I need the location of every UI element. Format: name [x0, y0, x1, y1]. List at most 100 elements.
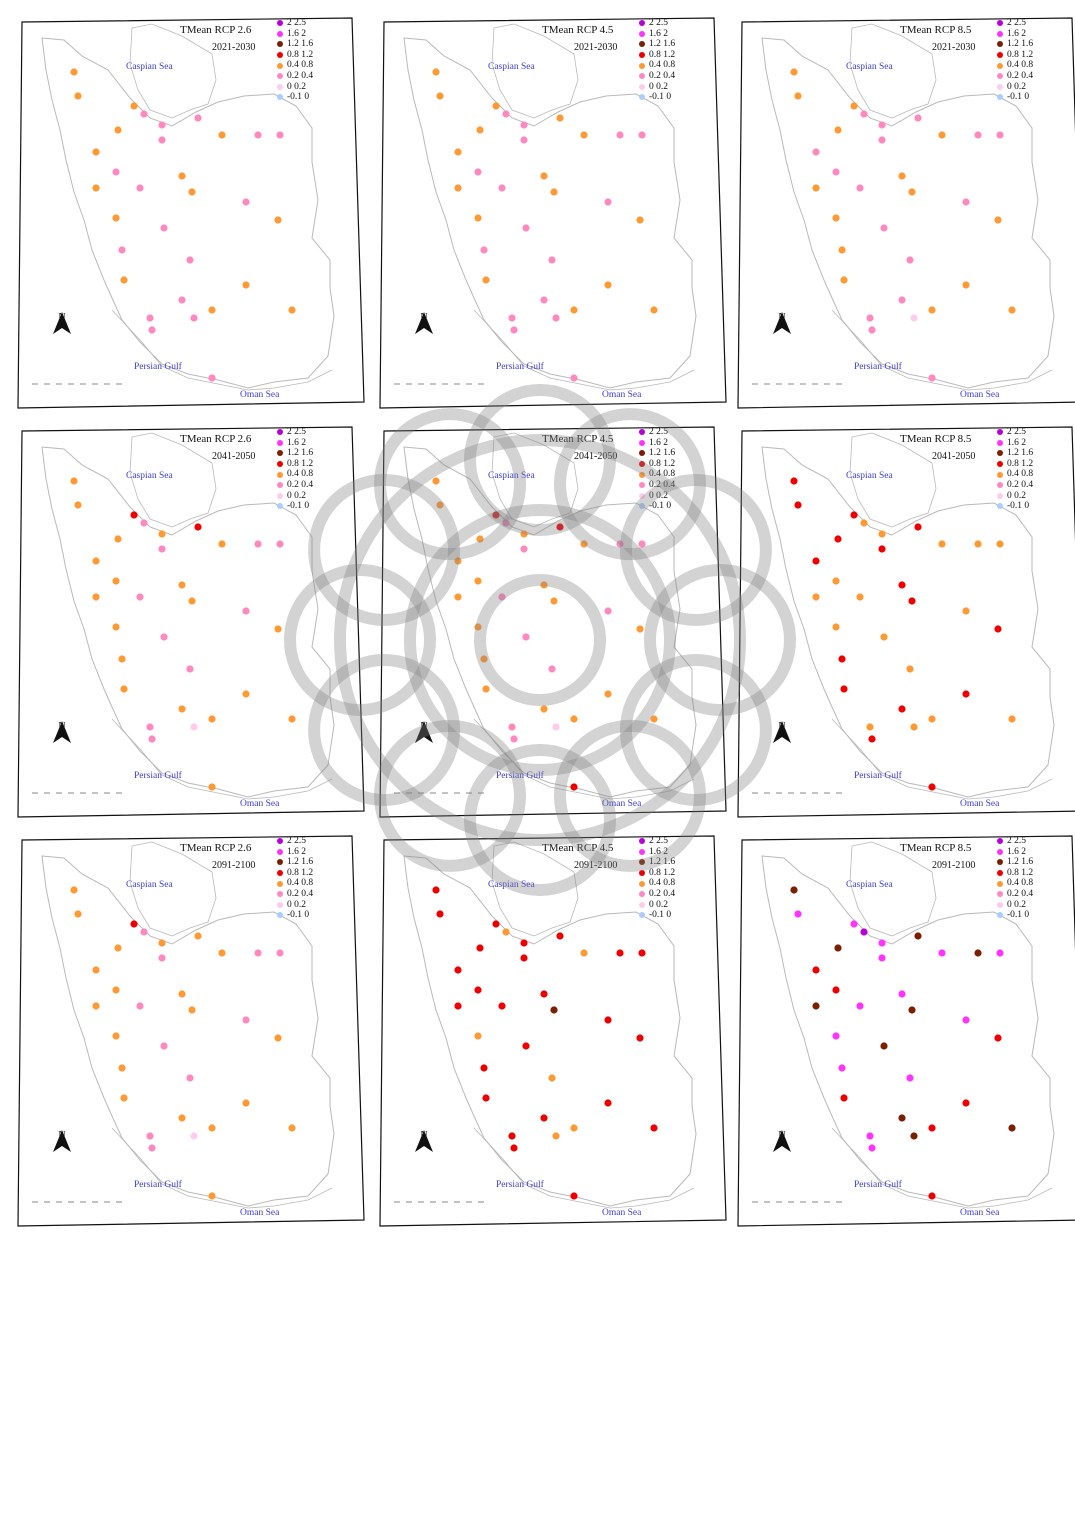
station-point: [850, 102, 858, 110]
legend-item: 0.4 0.8: [639, 469, 675, 480]
legend-item: 0.8 1.2: [997, 50, 1033, 61]
legend-item: 1.6 2: [997, 29, 1033, 40]
legend-swatch: [277, 870, 283, 877]
legend-label: 0 0.2: [1007, 81, 1026, 92]
legend-label: 0 0.2: [649, 899, 668, 910]
map-canvas: [737, 835, 1075, 1227]
station-point: [522, 224, 530, 232]
map-panel: TMean RCP 2.6 2091-2100 2 2.5 1.6 2 1.2 1.6 0…: [12, 828, 370, 1237]
legend-swatch: [997, 450, 1003, 457]
station-point: [580, 131, 588, 139]
station-point: [480, 655, 488, 663]
station-point: [636, 1034, 644, 1042]
station-point: [910, 314, 918, 322]
legend-label: 0.4 0.8: [1007, 469, 1034, 480]
station-point: [120, 276, 128, 284]
station-point: [880, 1042, 888, 1050]
station-point: [910, 723, 918, 731]
legend-swatch: [277, 20, 283, 27]
station-point: [510, 1144, 518, 1152]
station-point: [158, 121, 166, 129]
station-point: [974, 131, 982, 139]
station-point: [908, 597, 916, 605]
legend: 2 2.5 1.6 2 1.2 1.6 0.8 1.2 0.4 0.8 0.2 0.4 0 …: [639, 427, 675, 512]
caspian-sea-label: Caspian Sea: [488, 471, 535, 481]
station-point: [188, 597, 196, 605]
station-point: [436, 92, 444, 100]
north-arrow-icon: N: [772, 1130, 792, 1164]
station-point: [832, 214, 840, 222]
legend-swatch: [277, 848, 283, 855]
station-point: [112, 1032, 120, 1040]
legend-swatch: [997, 73, 1003, 80]
station-point: [866, 723, 874, 731]
station-point: [866, 314, 874, 322]
station-point: [856, 184, 864, 192]
station-point: [242, 1016, 250, 1024]
station-point: [160, 633, 168, 641]
legend-label: 1.6 2: [287, 437, 306, 448]
map-canvas: [379, 426, 727, 818]
station-point: [548, 256, 556, 264]
country-border: [403, 37, 697, 389]
legend-swatch: [277, 471, 283, 478]
station-point: [274, 625, 282, 633]
legend-label: 2 2.5: [1007, 18, 1026, 28]
station-point: [158, 530, 166, 538]
station-point: [510, 735, 518, 743]
legend-swatch: [639, 41, 645, 48]
station-point: [914, 114, 922, 122]
legend-label: 1.2 1.6: [649, 448, 676, 459]
legend-item: 0.4 0.8: [639, 878, 675, 889]
legend-item: 2 2.5: [277, 18, 313, 29]
north-arrow-shape: [415, 312, 433, 334]
legend-item: 0 0.2: [277, 82, 313, 93]
station-point: [130, 511, 138, 519]
map-frame: [17, 426, 365, 818]
station-point: [482, 1094, 490, 1102]
legend-label: -0.1 0: [287, 92, 310, 103]
legend-item: 2 2.5: [639, 18, 675, 29]
station-point: [502, 928, 510, 936]
station-point: [962, 198, 970, 206]
legend-swatch: [997, 503, 1003, 510]
station-point: [502, 519, 510, 527]
legend-swatch: [997, 901, 1003, 908]
oman-sea-label: Oman Sea: [960, 1208, 1000, 1218]
station-point: [898, 1114, 906, 1122]
station-point: [136, 593, 144, 601]
legend-swatch: [277, 912, 283, 919]
legend-label: 0.8 1.2: [1007, 49, 1034, 60]
station-point: [254, 540, 262, 548]
legend-item: 2 2.5: [639, 427, 675, 438]
legend-item: 1.2 1.6: [277, 448, 313, 459]
station-point: [114, 944, 122, 952]
station-point: [432, 477, 440, 485]
gulf-coast: [473, 1127, 695, 1209]
station-point: [570, 306, 578, 314]
legend-swatch: [277, 880, 283, 887]
station-point: [520, 530, 528, 538]
map-frame: [17, 17, 365, 409]
legend-item: 1.2 1.6: [277, 39, 313, 50]
station-point: [638, 131, 646, 139]
legend-label: 0.4 0.8: [1007, 60, 1034, 71]
station-point: [928, 1124, 936, 1132]
station-point: [790, 886, 798, 894]
station-point: [242, 607, 250, 615]
legend-item: -0.1 0: [639, 92, 675, 103]
caspian-coast: [849, 841, 937, 937]
map-panel: TMean RCP 4.5 2021-2030 2 2.5 1.6 2 1.2 1.6 0…: [374, 10, 732, 419]
legend-item: 0 0.2: [997, 900, 1033, 911]
station-point: [604, 1016, 612, 1024]
map-panel: TMean RCP 2.6 2041-2050 2 2.5 1.6 2 1.2 1.6 0…: [12, 419, 370, 828]
legend-item: 0.8 1.2: [277, 459, 313, 470]
station-point: [454, 1002, 462, 1010]
legend-label: 0.8 1.2: [1007, 458, 1034, 469]
legend-item: 2 2.5: [997, 18, 1033, 29]
station-point: [178, 581, 186, 589]
station-point: [834, 944, 842, 952]
caspian-sea-label: Caspian Sea: [126, 62, 173, 72]
legend-swatch: [997, 429, 1003, 436]
station-point: [938, 131, 946, 139]
